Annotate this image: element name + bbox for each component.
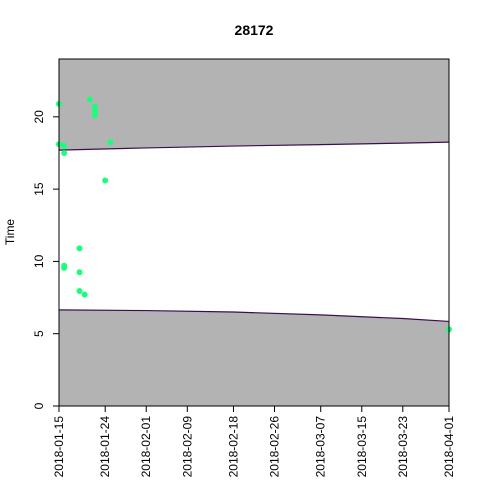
data-point	[91, 103, 98, 110]
y-axis-label: Time	[3, 219, 17, 246]
x-tick-label: 2018-01-24	[98, 416, 112, 478]
data-point	[61, 264, 68, 271]
plot-area	[56, 59, 452, 406]
data-point	[102, 177, 109, 184]
x-tick-label: 2018-03-15	[355, 416, 369, 478]
y-tick-label: 20	[32, 110, 46, 124]
data-point	[76, 245, 83, 252]
y-tick-label: 0	[32, 402, 46, 409]
upper-curve	[58, 141, 450, 151]
data-point	[107, 139, 114, 146]
data-point	[86, 96, 93, 103]
x-tick-label: 2018-01-15	[52, 416, 66, 478]
data-point	[91, 108, 98, 115]
data-point	[76, 269, 83, 276]
x-tick-label: 2018-02-26	[268, 416, 282, 478]
x-tick-label: 2018-02-09	[180, 416, 194, 478]
x-tick-label: 2018-02-18	[226, 416, 240, 478]
data-point	[61, 149, 68, 156]
lower-band	[59, 309, 449, 406]
x-tick-label: 2018-03-07	[314, 416, 328, 478]
data-point	[91, 112, 98, 119]
chart-title: 28172	[235, 22, 274, 38]
x-tick-label: 2018-04-01	[442, 416, 456, 478]
data-point	[81, 291, 88, 298]
x-tick-label: 2018-02-01	[139, 416, 153, 478]
x-tick-label: 2018-03-23	[396, 416, 410, 478]
y-tick-label: 15	[32, 182, 46, 196]
data-point	[61, 142, 68, 149]
data-point	[76, 288, 83, 295]
y-tick-label: 5	[32, 330, 46, 337]
axes: 0 5 10 15 20 2018-01-15 2018-01-24 2018-02-01 20…	[32, 58, 456, 478]
plot-frame	[58, 58, 450, 407]
upper-band	[59, 59, 449, 151]
lower-curve	[58, 309, 450, 323]
y-tick-label: 10	[32, 254, 46, 268]
